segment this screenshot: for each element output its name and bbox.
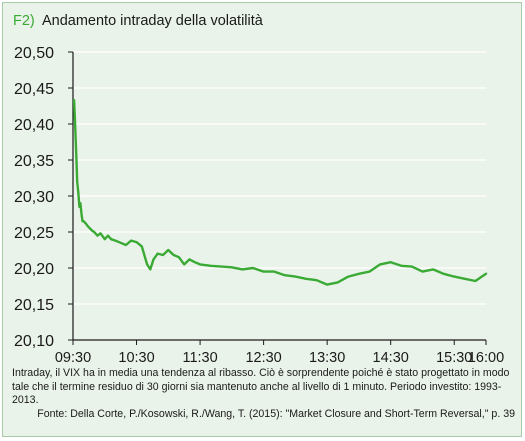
chart-note: Intraday, il VIX ha in media una tendenz… bbox=[12, 367, 510, 406]
y-tick-label: 20,50 bbox=[14, 45, 54, 62]
series-line-vix bbox=[72, 98, 488, 286]
figure-number: F2) bbox=[13, 13, 35, 29]
y-tick-label: 20,40 bbox=[14, 117, 54, 134]
y-tick-label: 20,20 bbox=[14, 261, 54, 278]
y-tick-label: 20,25 bbox=[14, 225, 54, 242]
chart-title-text: Andamento intraday della volatilità bbox=[41, 13, 263, 29]
x-tick-label: 14:30 bbox=[373, 350, 409, 366]
series-layer bbox=[72, 98, 488, 286]
y-tick-label: 20,35 bbox=[14, 153, 54, 170]
y-tick-label: 20,45 bbox=[14, 81, 54, 98]
x-tick-label: 09:30 bbox=[55, 350, 91, 366]
y-tick-label: 20,10 bbox=[14, 333, 54, 350]
x-tick-label: 11:30 bbox=[182, 350, 217, 366]
x-tick-label: 15:30 bbox=[436, 350, 472, 366]
y-axis: 20,50 20,45 20,40 20,35 20,30 20,25 20,20 20,15… bbox=[14, 45, 74, 350]
y-tick-label: 20,15 bbox=[14, 297, 54, 314]
x-tick-label: 12:30 bbox=[245, 350, 281, 366]
chart-panel: F2) Andamento intraday della volatilità bbox=[2, 2, 522, 437]
x-tick-label: 13:30 bbox=[309, 350, 345, 366]
y-tick-label: 20,30 bbox=[14, 189, 54, 206]
x-tick-label: 10:30 bbox=[118, 350, 154, 366]
chart-source: Fonte: Della Corte, P./Kosowski, R./Wang… bbox=[37, 408, 515, 420]
chart-title: F2) Andamento intraday della volatilità bbox=[13, 13, 263, 29]
grid bbox=[73, 51, 486, 341]
x-tick-label: 16:00 bbox=[468, 350, 504, 366]
